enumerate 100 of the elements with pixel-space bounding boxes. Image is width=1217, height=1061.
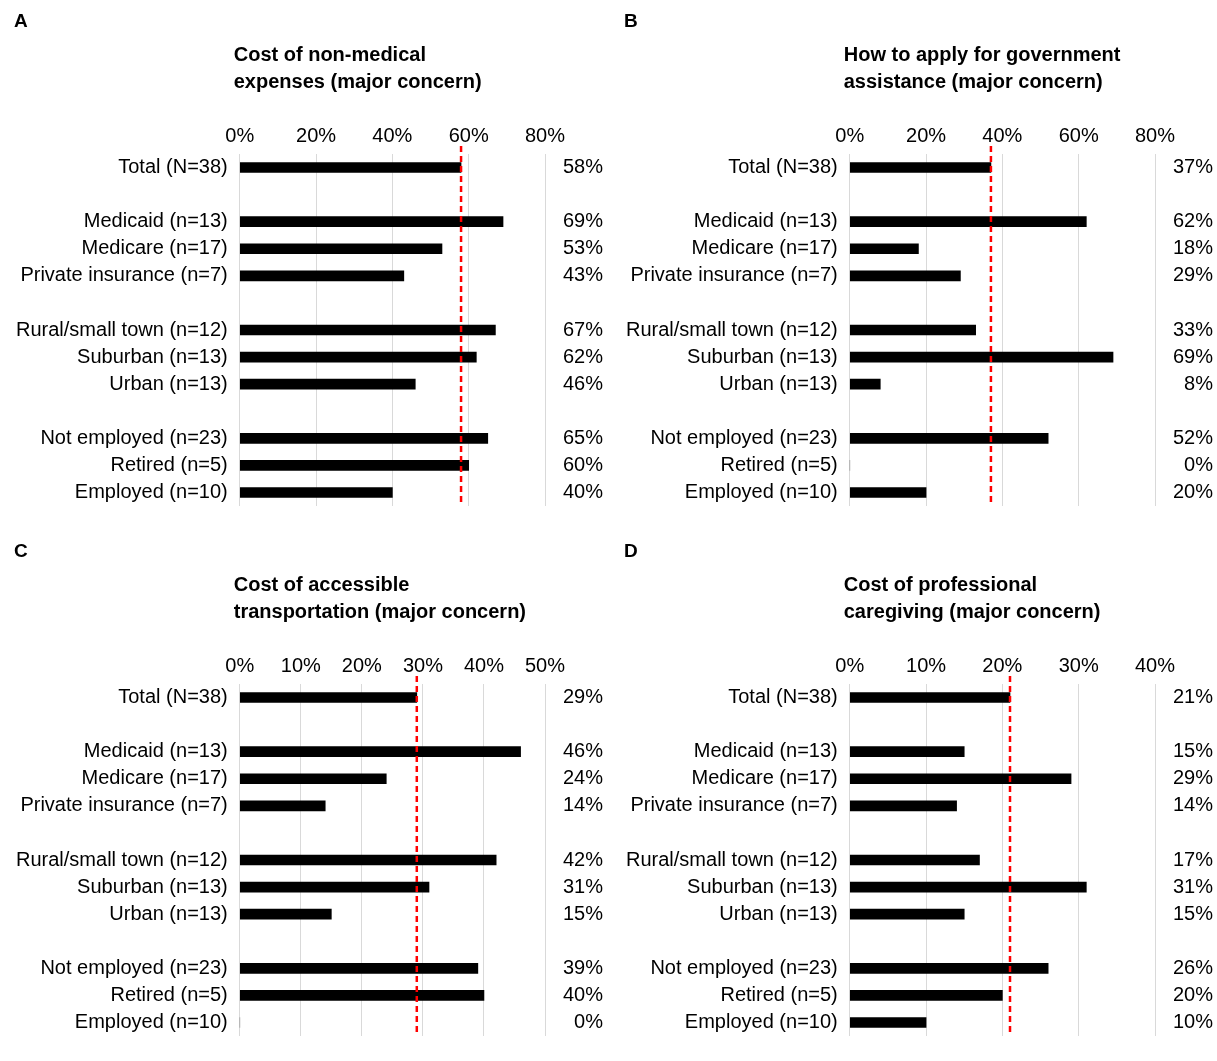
data-label: 67% [562,317,604,340]
x-tick-label: 60% [448,123,489,146]
bar [239,270,405,282]
y-tick-label: Not employed (n=23) [40,425,228,448]
bar [239,487,393,498]
x-tick-label: 60% [1058,123,1099,146]
text: A [14,10,28,32]
x-tick-label: 20% [982,653,1023,676]
bar [239,854,497,866]
bar [849,854,980,866]
data-label: 8% [1184,371,1214,394]
data-label: 26% [1172,955,1214,978]
x-tick-label: 40% [463,653,505,676]
x-tick-label: 50% [524,653,566,676]
y-tick-label: Urban (n=13) [109,371,228,394]
y-tick-label: Urban (n=13) [109,901,228,924]
x-tick-label: 20% [906,123,947,146]
bar [239,324,496,336]
y-tick-label: Not employed (n=23) [650,955,838,978]
data-label: 53% [562,236,604,259]
x-tick-label: 20% [341,653,383,676]
bar [849,378,881,390]
bar [849,962,1049,974]
y-tick-label: Medicare (n=17) [691,236,838,259]
bar [849,270,961,282]
data-label: 24% [562,766,604,789]
x-tick-label: 40% [1134,653,1176,676]
y-tick-label: Private insurance (n=7) [630,263,838,286]
data-label: 29% [562,685,604,708]
bar [239,800,326,812]
data-label: 14% [1172,793,1214,816]
data-label: 39% [562,955,604,978]
y-tick-label: Medicaid (n=13) [693,739,838,762]
x-tick-label: 0% [225,653,255,676]
x-tick-label: 0% [835,123,865,146]
data-label: 15% [1172,739,1214,762]
text: C [14,540,28,562]
data-label: 15% [1172,901,1214,924]
bar [849,990,1003,1001]
data-label: 42% [562,847,604,870]
y-tick-label: Retired (n=5) [110,982,228,1005]
x-tick-label: 10% [280,653,322,676]
text: D [624,540,638,562]
y-tick-label: Retired (n=5) [720,982,838,1005]
y-tick-label: Medicaid (n=13) [693,209,838,232]
y-tick-label: Rural/small town (n=12) [626,847,838,870]
y-tick-label: Not employed (n=23) [650,425,838,448]
y-tick-label: Medicare (n=17) [81,766,228,789]
data-label: 15% [562,901,604,924]
data-label: 69% [1172,344,1214,367]
data-label: 62% [1172,209,1214,232]
y-tick-label: Suburban (n=13) [687,344,838,367]
x-tick-label: 10% [906,653,947,676]
y-tick-label: Rural/small town (n=12) [626,317,838,340]
x-tick-label: 30% [402,653,444,676]
y-tick-label: Urban (n=13) [719,371,838,394]
bar [239,351,477,363]
y-tick-label: Employed (n=10) [74,479,228,502]
bar [849,162,992,173]
bar [849,487,927,498]
bar [239,692,418,703]
y-tick-label: Employed (n=10) [684,1009,838,1032]
bar [849,908,965,920]
y-tick-label: Medicare (n=17) [691,766,838,789]
bar [849,1017,927,1028]
chart-title: Cost of professional caregiving (major concern) [843,572,1101,622]
y-tick-label: Total (N=38) [728,685,838,708]
bar [849,746,965,758]
data-label: 20% [1172,479,1214,502]
x-tick-label: 80% [524,123,566,146]
bar [239,990,485,1001]
y-tick-label: Suburban (n=13) [687,874,838,897]
data-label: 0% [1184,452,1214,475]
data-label: 46% [562,739,604,762]
bar [239,243,443,255]
bar [239,746,521,758]
bar [849,243,919,255]
data-label: 20% [1172,982,1214,1005]
bar [849,324,976,336]
bar [239,773,387,785]
y-tick-label: Medicaid (n=13) [83,209,228,232]
data-label: 33% [1172,317,1214,340]
bar [239,378,416,390]
data-label: 37% [1172,155,1214,178]
data-label: 31% [1172,874,1214,897]
data-label: 14% [562,793,604,816]
bar [849,692,1011,703]
y-tick-label: Total (N=38) [118,685,228,708]
bar [239,881,430,893]
y-tick-label: Total (N=38) [118,155,228,178]
x-tick-label: 80% [1134,123,1176,146]
bar [849,881,1087,893]
bar [239,432,489,444]
data-label: 58% [562,155,604,178]
bar [849,351,1114,363]
data-label: 69% [562,209,604,232]
y-tick-label: Total (N=38) [728,155,838,178]
x-tick-label: 40% [372,123,413,146]
bar [239,216,504,228]
data-label: 62% [562,344,604,367]
